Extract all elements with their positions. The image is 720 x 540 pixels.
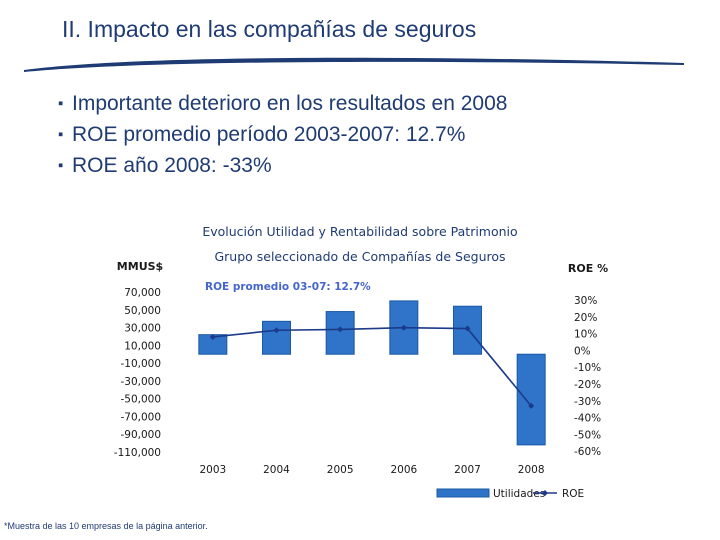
y2-tick-label: 10% xyxy=(574,329,597,341)
roe-point xyxy=(464,325,471,332)
bullet-list: ▪ Importante deterioro en los resultados … xyxy=(58,88,507,181)
roe-point xyxy=(400,324,407,331)
bar xyxy=(389,300,419,355)
chart-subtitle: Grupo seleccionado de Compañías de Segur… xyxy=(214,249,506,264)
y-tick-label: 10,000 xyxy=(124,340,161,352)
y-tick-label: -70,000 xyxy=(120,411,161,423)
y2-tick-label: -60% xyxy=(574,446,601,458)
bullet-item: ▪ ROE promedio período 2003-2007: 12.7% xyxy=(58,119,507,150)
legend-line-marker xyxy=(542,490,548,496)
y-tick-label: -50,000 xyxy=(120,394,161,406)
legend-line-label: ROE xyxy=(562,488,584,500)
bar xyxy=(516,353,546,446)
roe-point xyxy=(337,326,344,333)
bar xyxy=(198,334,228,355)
y2-tick-label: 30% xyxy=(574,295,597,307)
y2-tick-label: -50% xyxy=(574,429,601,441)
y-tick-label: -90,000 xyxy=(120,429,161,441)
bullet-square-icon: ▪ xyxy=(58,95,64,112)
bullet-square-icon: ▪ xyxy=(58,126,64,143)
roe-point xyxy=(273,327,280,334)
y-axis-label: MMUS$ xyxy=(117,260,163,273)
title-underline-swoosh xyxy=(24,57,684,72)
bullet-square-icon: ▪ xyxy=(58,157,64,174)
y2-tick-label: 20% xyxy=(574,312,597,324)
x-tick-label: 2007 xyxy=(454,464,481,476)
bar xyxy=(453,305,482,355)
x-tick-label: 2005 xyxy=(327,464,354,476)
y-tick-label: -110,000 xyxy=(114,447,161,459)
y-tick-label: -10,000 xyxy=(120,358,161,370)
bullet-text: ROE año 2008: -33% xyxy=(72,154,272,177)
y2-tick-label: -20% xyxy=(574,379,601,391)
y2-tick-label: -10% xyxy=(574,362,601,374)
x-tick-label: 2006 xyxy=(390,464,417,476)
bullet-text: Importante deterioro en los resultados e… xyxy=(72,92,508,115)
y2-axis-label: ROE % xyxy=(568,262,608,275)
footnote: *Muestra de las 10 empresas de la página… xyxy=(4,521,208,531)
y2-tick-label: 0% xyxy=(574,345,591,357)
roe-point xyxy=(528,402,535,409)
y-tick-label: 70,000 xyxy=(124,287,161,299)
y-tick-label: 30,000 xyxy=(124,323,161,335)
chart-title: Evolución Utilidad y Rentabilidad sobre … xyxy=(202,224,518,239)
y-tick-label: -30,000 xyxy=(120,376,161,388)
y2-tick-label: -40% xyxy=(574,413,601,425)
bullet-text: ROE promedio período 2003-2007: 12.7% xyxy=(72,123,466,146)
y-tick-label: 50,000 xyxy=(124,305,161,317)
legend-bar-swatch xyxy=(436,488,490,498)
x-tick-label: 2008 xyxy=(518,464,545,476)
roe-point xyxy=(209,333,216,340)
slide-title: II. Impacto en las compañías de seguros xyxy=(62,16,477,42)
x-tick-label: 2004 xyxy=(263,464,290,476)
legend-bar-label: Utilidades xyxy=(493,488,545,500)
bullet-item: ▪ Importante deterioro en los resultados … xyxy=(58,88,507,119)
roe-line xyxy=(212,326,532,407)
x-tick-label: 2003 xyxy=(199,464,226,476)
roe-average-annotation: ROE promedio 03-07: 12.7% xyxy=(205,281,371,293)
y2-tick-label: -30% xyxy=(574,396,601,408)
bar xyxy=(262,320,291,355)
bar xyxy=(325,311,355,355)
bullet-item: ▪ ROE año 2008: -33% xyxy=(58,150,507,181)
